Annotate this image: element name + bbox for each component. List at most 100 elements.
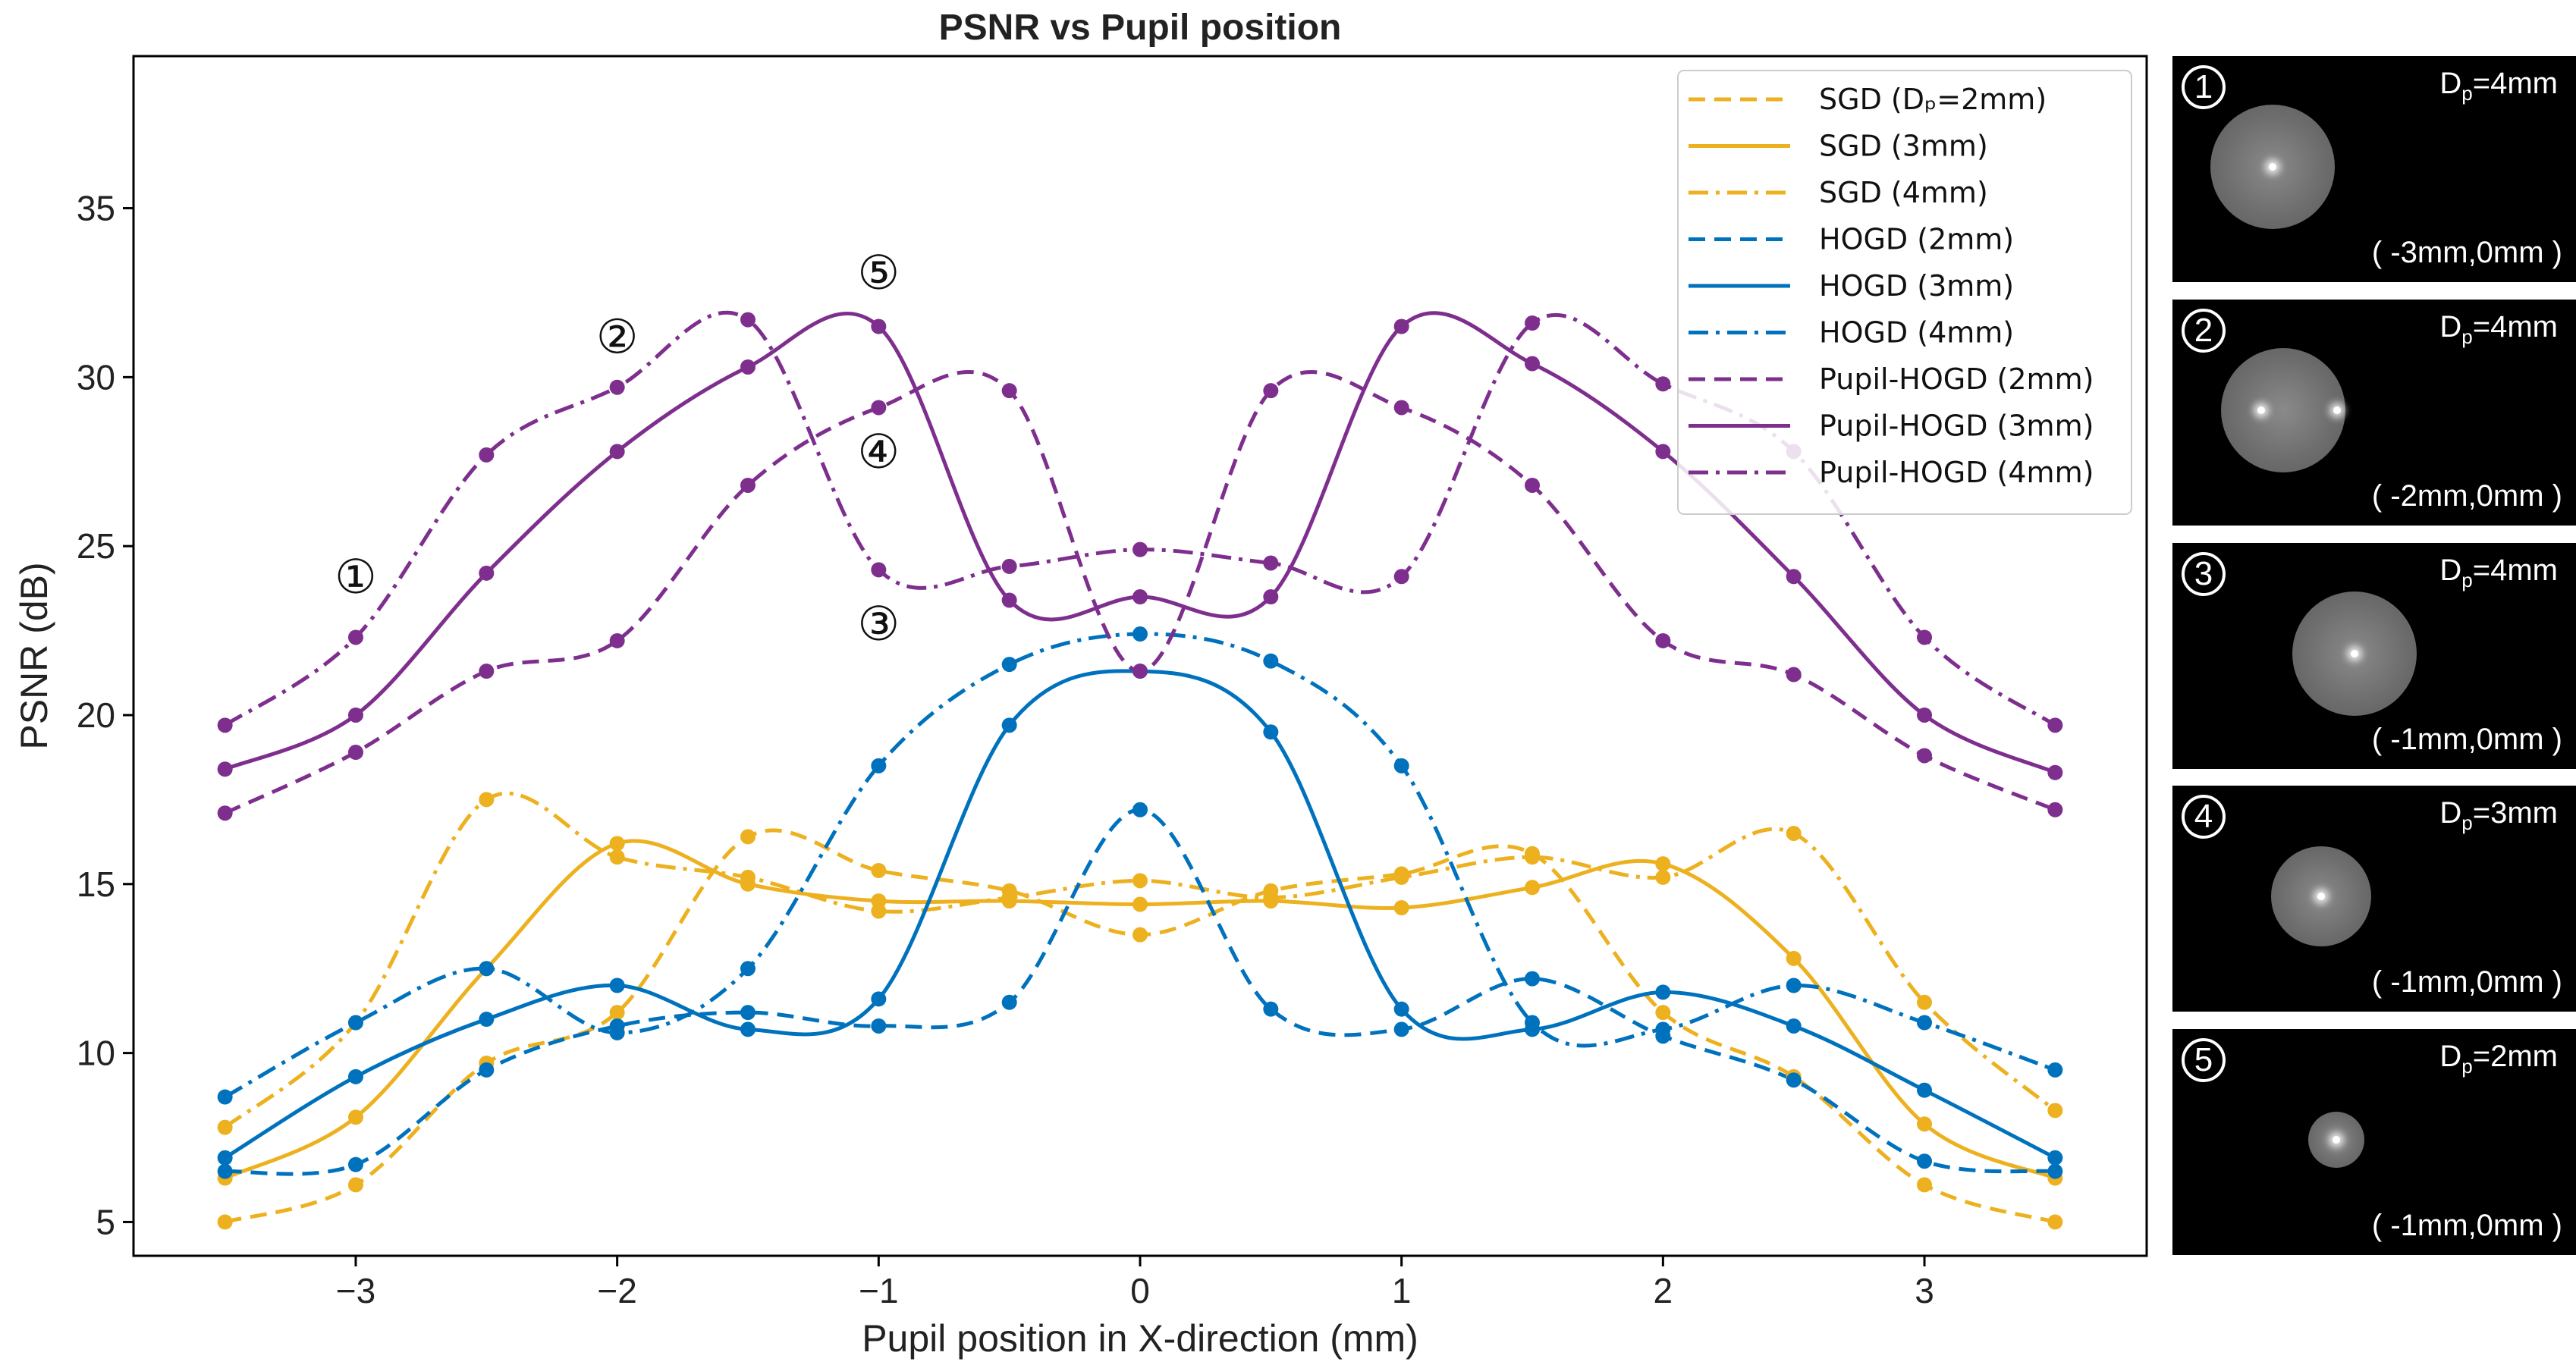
data-point — [609, 444, 625, 460]
dp-value: =3mm — [2472, 796, 2558, 830]
data-point — [217, 717, 233, 733]
dp-prefix: D — [2439, 554, 2462, 587]
data-point — [1001, 592, 1017, 608]
data-point — [1132, 664, 1148, 679]
data-point — [609, 1025, 625, 1040]
pupil-panel: 3 Dp=4mm ( -1mm,0mm ) — [2172, 543, 2576, 769]
data-point — [2047, 1103, 2063, 1119]
y-tick-label: 25 — [77, 526, 115, 566]
data-point — [1393, 1001, 1409, 1017]
data-point — [2047, 802, 2063, 817]
data-point — [1655, 869, 1671, 885]
pupil-diameter-label: Dp=3mm — [2439, 796, 2558, 835]
data-point — [1917, 748, 1933, 764]
dp-subscript: p — [2461, 82, 2473, 105]
data-point — [1786, 977, 1802, 993]
legend-label: HOGD (4mm) — [1819, 316, 2014, 350]
data-point — [1132, 896, 1148, 912]
y-tick-label: 10 — [77, 1034, 115, 1073]
data-point — [1786, 667, 1802, 682]
data-point — [1263, 383, 1279, 399]
annotation-label: ① — [335, 549, 377, 604]
data-point — [871, 400, 887, 416]
dp-subscript: p — [2461, 569, 2473, 592]
data-point — [740, 869, 756, 885]
data-point — [347, 1068, 363, 1084]
data-point — [1655, 376, 1671, 392]
annotation-layer: ① ② ③ ④ ⑤ — [335, 245, 900, 651]
panel-number: 2 — [2182, 309, 2226, 353]
data-point — [1786, 1018, 1802, 1034]
legend-label: SGD (Dₚ=2mm) — [1819, 83, 2047, 116]
y-axis-label: PSNR (dB) — [13, 562, 55, 749]
dp-subscript: p — [2461, 325, 2473, 348]
data-point — [2047, 1163, 2063, 1179]
data-point — [347, 1177, 363, 1193]
y-tick-label: 20 — [77, 695, 115, 735]
data-point — [1393, 899, 1409, 915]
data-point — [1132, 802, 1148, 817]
panel-number: 4 — [2182, 795, 2226, 839]
dp-prefix: D — [2439, 796, 2462, 830]
data-point — [1917, 629, 1933, 645]
data-point — [1393, 869, 1409, 885]
legend-label: Pupil-HOGD (3mm) — [1819, 410, 2094, 443]
data-point — [871, 758, 887, 774]
series-line — [224, 791, 2056, 1129]
pupil-diameter-label: Dp=4mm — [2439, 554, 2558, 592]
data-point — [1917, 1116, 1933, 1132]
data-point — [217, 1089, 233, 1105]
psnr-chart: PSNR vs Pupil position −3 −2 −1 0 1 2 35101520… — [13, 8, 2148, 1360]
data-point — [871, 991, 887, 1007]
data-point — [1525, 1015, 1541, 1031]
y-tick-label: 15 — [77, 864, 115, 904]
pupil-panel: 1 Dp=4mm ( -3mm,0mm ) — [2172, 56, 2576, 282]
data-point — [1917, 994, 1933, 1010]
data-point — [740, 829, 756, 845]
data-point — [347, 1109, 363, 1125]
point-layer — [217, 312, 2063, 1230]
data-point — [1001, 383, 1017, 399]
data-point — [479, 1012, 495, 1028]
data-point — [1393, 758, 1409, 774]
annotation-label: ② — [596, 309, 639, 364]
data-point — [1917, 1153, 1933, 1169]
data-point — [1001, 890, 1017, 905]
pupil-position-label: ( -1mm,0mm ) — [2371, 965, 2562, 999]
data-point — [609, 379, 625, 395]
data-point — [479, 664, 495, 679]
data-point — [217, 1150, 233, 1166]
data-point — [2047, 764, 2063, 780]
data-point — [217, 1163, 233, 1179]
data-point — [479, 792, 495, 808]
legend-label: SGD (3mm) — [1819, 130, 1988, 163]
data-point — [1525, 477, 1541, 493]
data-point — [1525, 356, 1541, 372]
data-point — [1917, 1082, 1933, 1098]
x-tick-label: −2 — [597, 1271, 636, 1310]
data-point — [1132, 927, 1148, 943]
bright-spot — [2269, 163, 2276, 171]
dp-value: =4mm — [2472, 554, 2558, 587]
x-tick-label: 0 — [1130, 1271, 1150, 1310]
data-point — [479, 565, 495, 581]
panel-number: 3 — [2182, 552, 2226, 596]
pupil-position-label: ( -1mm,0mm ) — [2371, 723, 2562, 756]
data-point — [1393, 400, 1409, 416]
series-line — [224, 839, 2056, 1180]
annotation-label: ③ — [858, 596, 900, 651]
x-tick-label: 1 — [1392, 1271, 1412, 1310]
data-point — [347, 1156, 363, 1172]
pupil-diameter-label: Dp=4mm — [2439, 310, 2558, 349]
data-point — [871, 862, 887, 878]
pupil-diameter-label: Dp=4mm — [2439, 67, 2558, 105]
data-point — [1525, 315, 1541, 331]
data-point — [1655, 1005, 1671, 1021]
data-point — [479, 1062, 495, 1078]
data-point — [740, 1005, 756, 1021]
data-point — [1786, 950, 1802, 966]
data-point — [1393, 569, 1409, 585]
dp-prefix: D — [2439, 1040, 2462, 1073]
pupil-panel: 2 Dp=4mm ( -2mm,0mm ) — [2172, 300, 2576, 526]
